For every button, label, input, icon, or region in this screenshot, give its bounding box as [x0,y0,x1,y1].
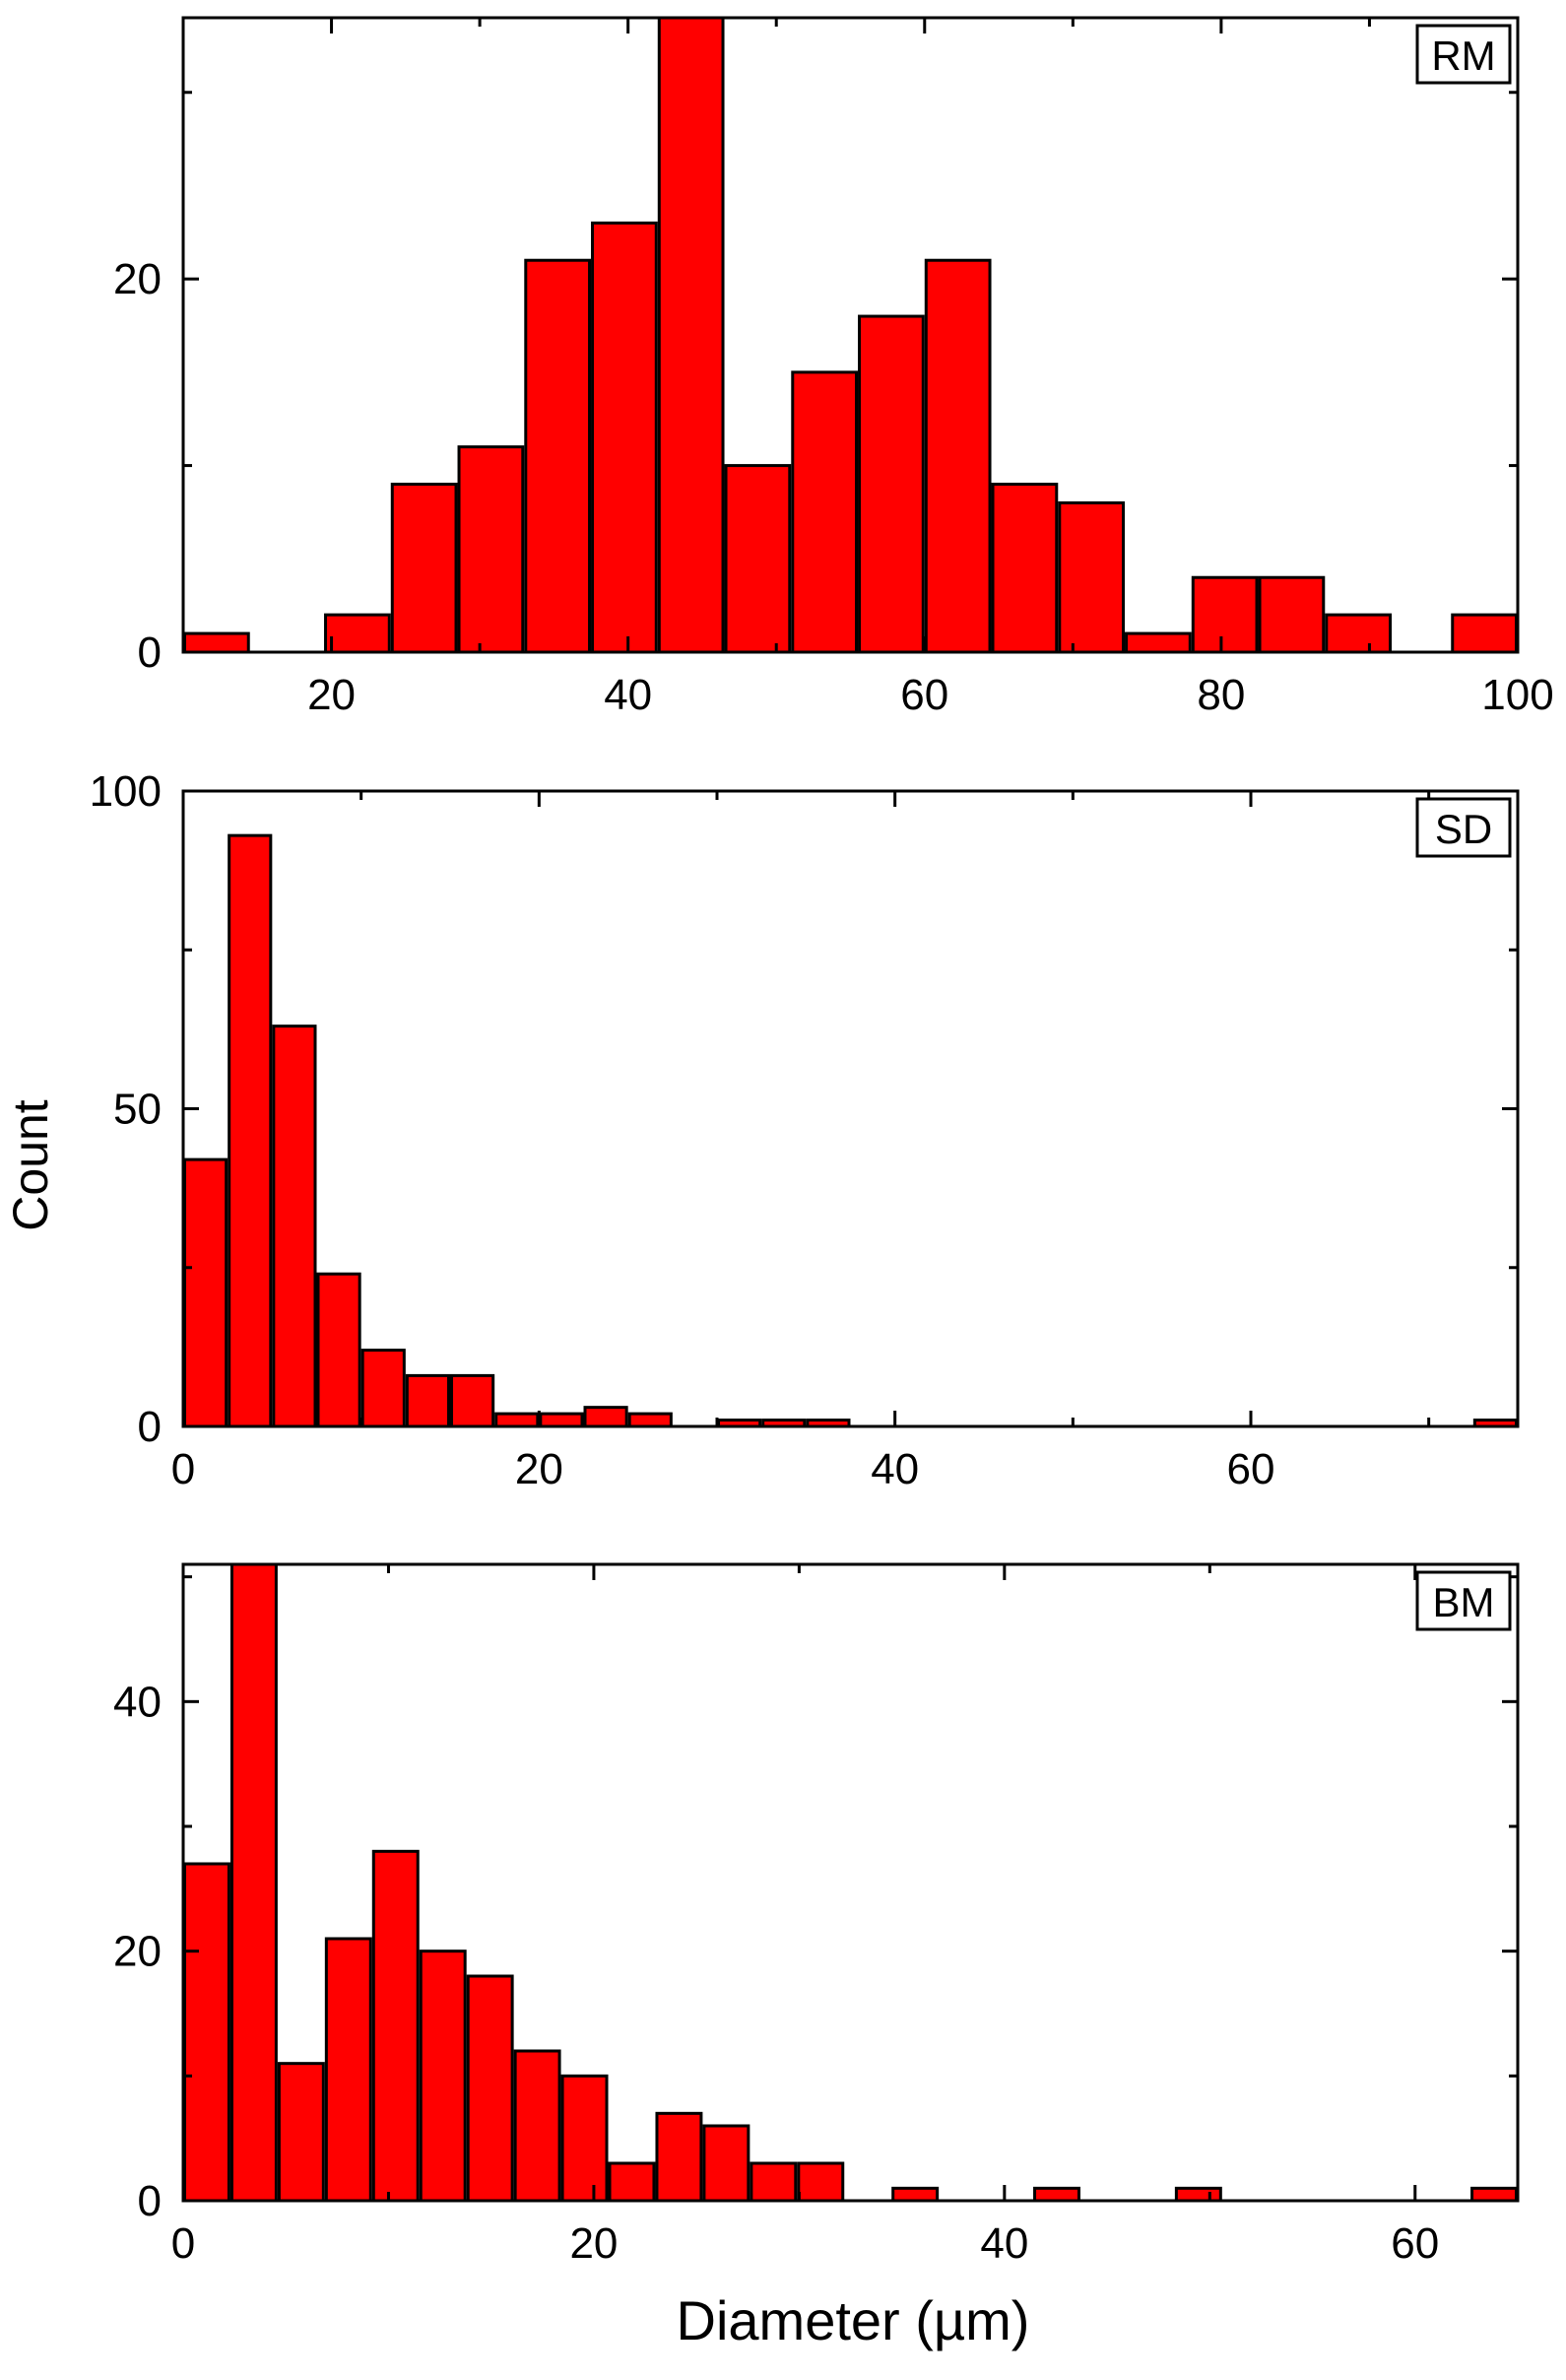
bar-sd-2 [272,1025,317,1428]
bar-rm-9 [858,314,925,654]
bar-bm-15 [1033,2186,1080,2203]
bar-bm-10 [655,2111,703,2203]
y-tick-label: 0 [138,628,162,677]
bar-bm-11 [702,2124,750,2203]
y-tick-label: 50 [113,1086,162,1134]
panel-label: SD [1435,806,1492,852]
bar-sd-5 [405,1373,451,1428]
x-tick-label: 20 [515,1445,563,1493]
x-tick-label: 100 [1481,671,1553,719]
bar-bm-16 [1174,2186,1222,2203]
bar-bm-0 [183,1862,230,2203]
bar-rm-4 [524,258,592,654]
x-tick-label: 40 [980,2219,1028,2268]
bar-sd-10 [627,1412,673,1428]
bar-rm-15 [1258,575,1326,654]
bar-rm-12 [1058,500,1126,654]
bar-sd-3 [316,1272,361,1428]
y-tick-label: 0 [138,1403,162,1451]
x-axis-label: Diameter (µm) [677,2289,1030,2351]
panel-label-box [1415,24,1512,85]
x-tick-label: 80 [1197,671,1245,719]
plot-frame [181,16,1520,654]
panel-bm: 0 20 40 60 0 20 40 BM [113,1562,1520,2268]
panel-sd: 0 20 40 60 0 50 100 SD [90,767,1520,1493]
x-tick-label: 60 [1391,2219,1439,2268]
bar-rm-0 [183,631,250,654]
bar-sd-4 [360,1349,406,1428]
bar-bm-1 [229,1562,278,2203]
bar-rm-5 [591,221,658,654]
x-tick-label: 20 [307,671,356,719]
bar-bm-3 [324,1937,372,2203]
bar-bm-13 [797,2161,845,2203]
y-tick-label: 20 [113,255,162,303]
panel-label: RM [1431,33,1495,79]
bar-sd-7 [494,1412,540,1428]
bar-rm-10 [924,258,992,654]
x-tick-label: 20 [569,2219,618,2268]
bar-rm-3 [457,445,525,654]
bar-bm-7 [513,2049,561,2203]
panel-rm: 20 40 60 80 100 0 20 RM [113,16,1554,719]
bar-rm-6 [657,16,725,654]
bar-rm-16 [1325,613,1393,654]
y-tick-label: 100 [90,767,162,816]
bar-rm-1 [324,613,391,654]
bar-sd-1 [228,833,273,1428]
bar-bm-8 [560,2074,609,2203]
bar-bm-4 [371,1849,420,2203]
bar-sd-9 [583,1406,628,1428]
panel-label-box [1415,797,1512,858]
y-axis-label: Count [3,1099,58,1231]
bar-rm-14 [1191,575,1259,654]
bar-bm-17 [1470,2186,1518,2203]
bar-bm-14 [891,2186,940,2203]
bar-rm-11 [991,483,1059,654]
bar-bm-6 [466,1974,514,2203]
panel-label-box [1415,1570,1512,1631]
bar-bm-2 [277,2062,325,2203]
y-tick-label: 40 [113,1678,162,1726]
x-tick-label: 60 [900,671,948,719]
bar-bm-9 [608,2161,656,2203]
y-tick-label: 0 [138,2177,162,2225]
bar-rm-8 [791,370,859,654]
x-tick-label: 40 [604,671,652,719]
bar-sd-6 [450,1373,495,1428]
bar-rm-7 [724,464,792,654]
bar-rm-13 [1125,631,1192,654]
bar-sd-8 [539,1412,584,1428]
panel-label: BM [1433,1579,1495,1625]
y-tick-label: 20 [113,1928,162,1976]
x-tick-label: 40 [871,1445,919,1493]
bar-bm-12 [750,2161,798,2203]
x-tick-label: 0 [171,1445,195,1493]
bar-rm-2 [390,483,458,654]
bar-sd-0 [183,1157,228,1428]
plot-frame [181,1562,1520,2203]
x-tick-label: 0 [171,2219,195,2268]
bar-bm-5 [419,1950,467,2203]
bar-rm-17 [1451,613,1518,654]
x-tick-label: 60 [1227,1445,1275,1493]
